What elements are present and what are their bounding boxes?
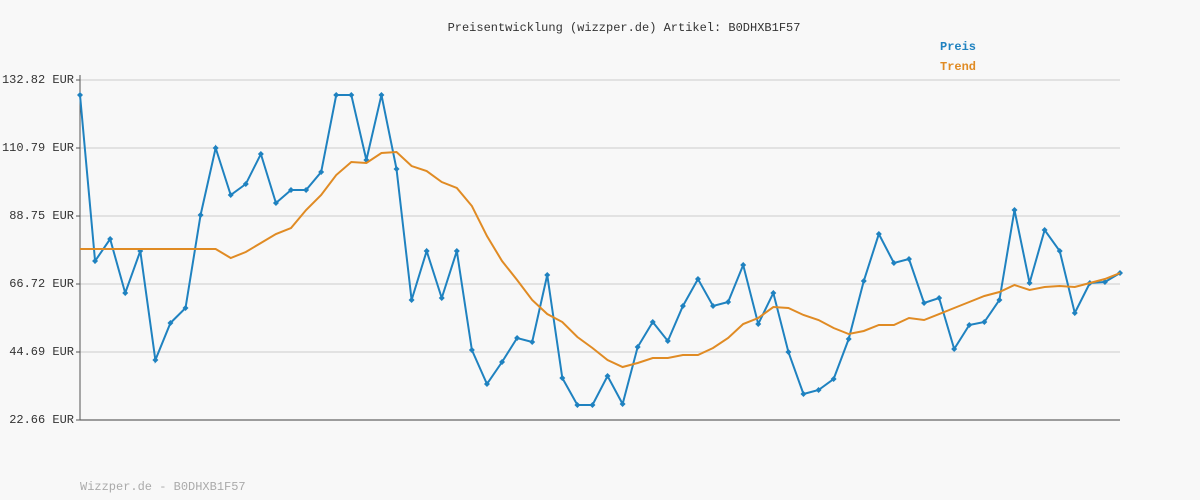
point-marker: [1041, 227, 1048, 233]
legend-entry: Trend: [940, 60, 976, 74]
point-marker: [182, 304, 189, 311]
point-marker: [890, 259, 897, 266]
point-marker: [378, 92, 385, 98]
point-marker: [905, 256, 912, 263]
point-marker: [303, 187, 310, 193]
point-marker: [272, 199, 279, 206]
point-marker: [107, 236, 114, 243]
y-tick-label: 110.79 EUR: [2, 141, 74, 155]
y-tick-label: 132.82 EUR: [2, 73, 74, 87]
point-marker: [408, 297, 415, 303]
series-line: [80, 150, 1121, 369]
point-marker: [1056, 248, 1063, 255]
point-marker: [921, 299, 928, 306]
point-marker: [785, 349, 792, 356]
point-marker: [393, 166, 400, 173]
point-marker: [333, 92, 340, 98]
point-marker: [710, 302, 717, 309]
point-marker: [227, 192, 234, 198]
point-marker: [649, 319, 656, 326]
point-marker: [544, 272, 551, 278]
point-marker: [830, 376, 837, 383]
point-marker: [815, 387, 822, 393]
point-marker: [604, 372, 611, 379]
point-marker: [514, 334, 521, 341]
point-marker: [1101, 279, 1108, 286]
point-marker: [167, 319, 174, 326]
point-marker: [288, 187, 295, 193]
point-marker: [438, 294, 445, 301]
y-tick-label: 88.75 EUR: [9, 209, 74, 223]
point-marker: [423, 248, 430, 255]
point-marker: [996, 297, 1003, 303]
point-marker: [257, 151, 264, 158]
point-marker: [468, 347, 475, 353]
legend-entry: Preis: [940, 40, 976, 54]
y-tick-label: 44.69 EUR: [9, 345, 74, 359]
point-marker: [589, 402, 596, 408]
point-marker: [860, 278, 867, 285]
point-marker: [212, 144, 219, 151]
point-marker: [152, 357, 159, 363]
point-marker: [981, 319, 988, 326]
point-marker: [679, 302, 686, 309]
point-marker: [529, 339, 536, 346]
point-marker: [483, 381, 490, 388]
point-marker: [664, 337, 671, 344]
point-marker: [800, 391, 807, 398]
point-marker: [499, 359, 506, 366]
point-marker: [574, 402, 581, 408]
point-marker: [951, 346, 958, 353]
point-marker: [1011, 207, 1018, 213]
point-marker: [770, 289, 777, 296]
point-marker: [845, 336, 852, 343]
point-marker: [694, 276, 701, 283]
point-marker: [755, 321, 762, 328]
point-marker: [92, 258, 99, 265]
point-marker: [740, 262, 747, 268]
point-marker: [966, 322, 973, 328]
footer: Wizzper.de - B0DHXB1F57: [80, 480, 246, 494]
point-marker: [242, 181, 249, 188]
y-tick-label: 66.72 EUR: [9, 277, 74, 291]
point-marker: [559, 374, 566, 381]
point-marker: [1071, 309, 1078, 316]
chart-title: Preisentwicklung (wizzper.de) Artikel: B…: [448, 21, 801, 35]
point-marker: [1026, 279, 1033, 286]
point-marker: [936, 294, 943, 301]
point-marker: [634, 344, 641, 351]
point-marker: [619, 401, 626, 408]
point-marker: [453, 248, 460, 255]
point-marker: [348, 92, 355, 98]
series-line: [79, 94, 1121, 407]
point-marker: [122, 289, 129, 296]
point-marker: [197, 212, 204, 218]
point-marker: [77, 92, 83, 98]
point-marker: [725, 299, 732, 306]
y-tick-label: 22.66 EUR: [9, 413, 74, 427]
point-marker: [875, 231, 882, 238]
point-marker: [318, 169, 325, 176]
